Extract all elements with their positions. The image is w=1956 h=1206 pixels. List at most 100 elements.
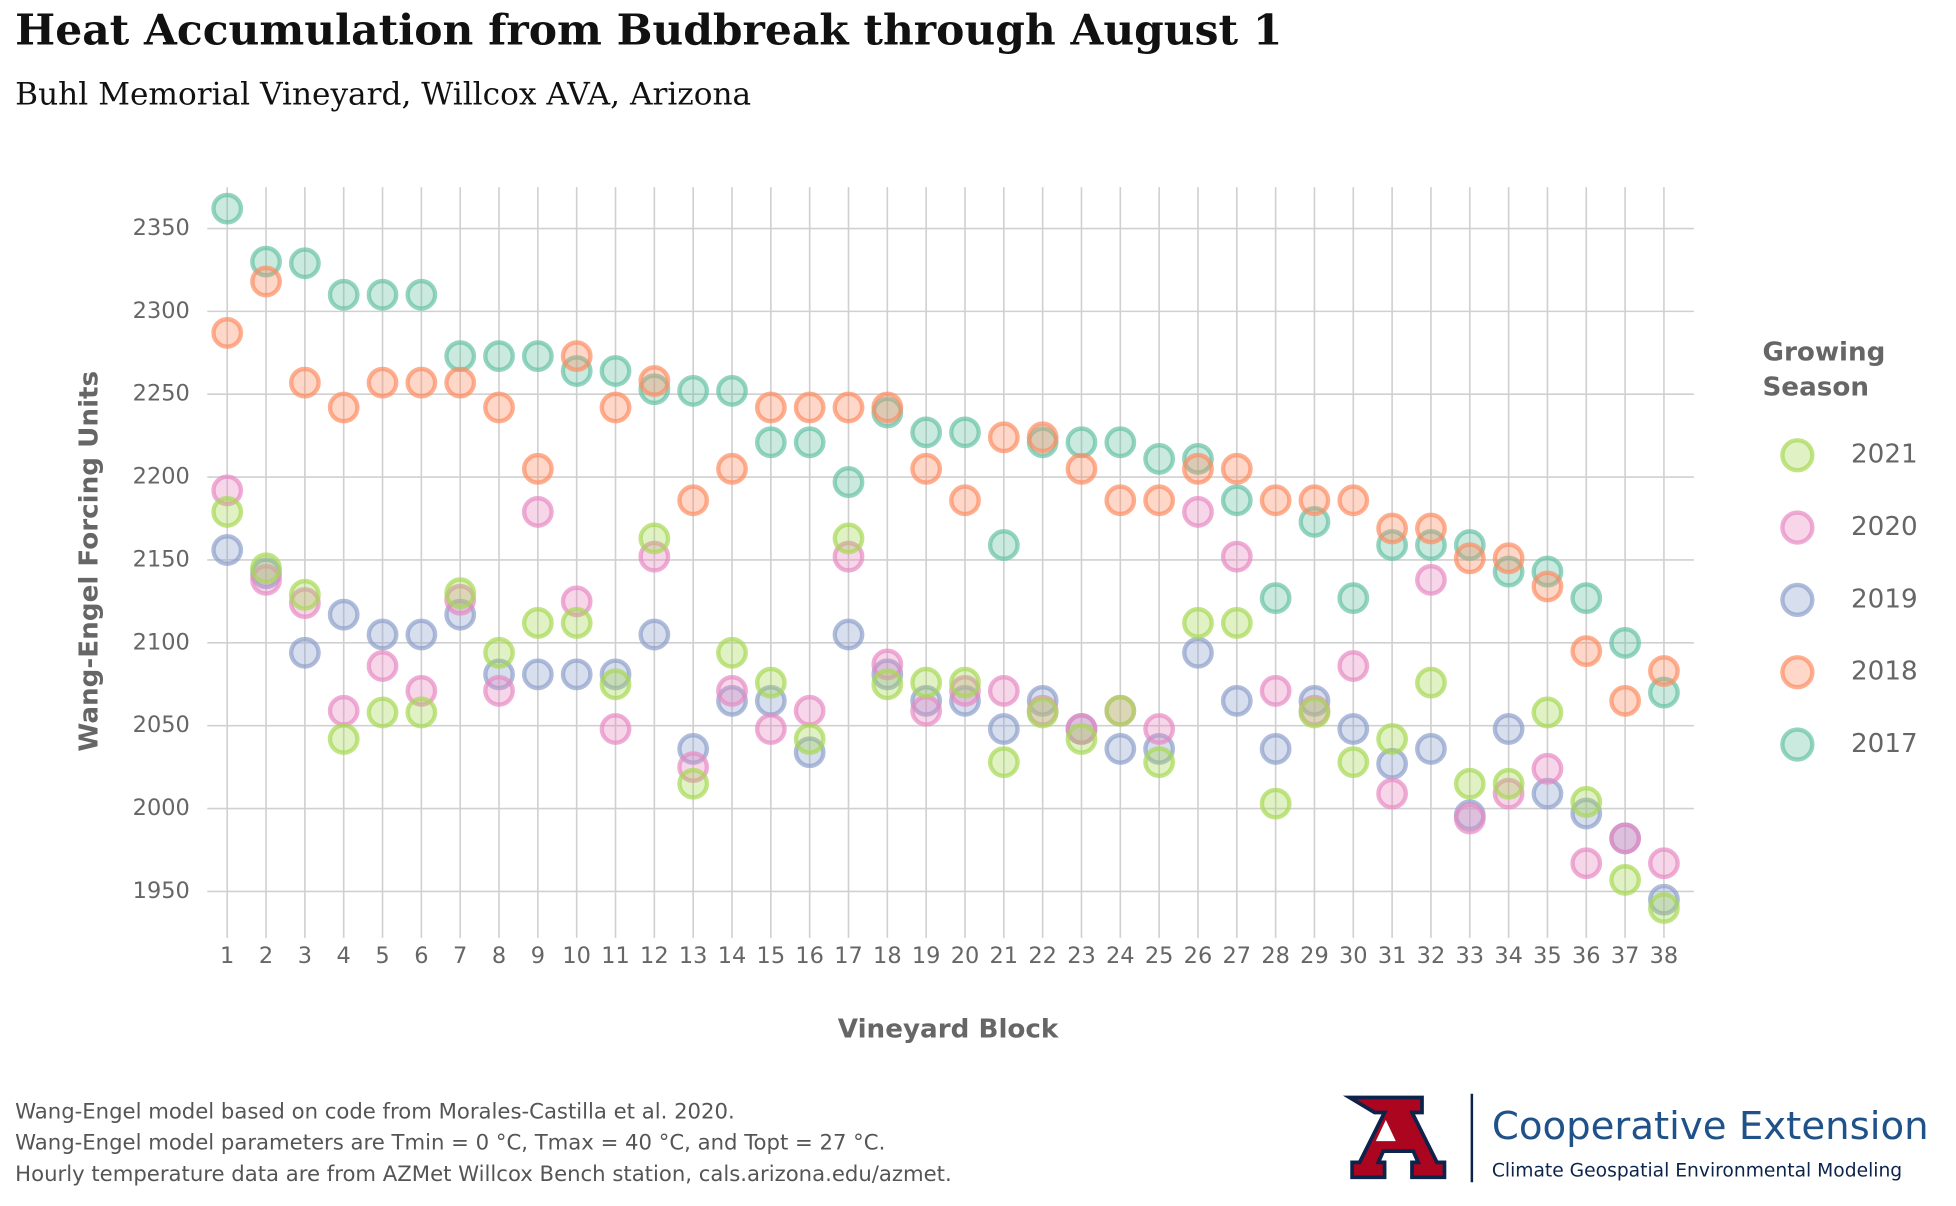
point bbox=[1609, 822, 1642, 855]
point bbox=[288, 247, 321, 280]
point bbox=[521, 340, 554, 373]
point bbox=[910, 452, 943, 485]
point bbox=[405, 366, 438, 399]
x-tick-label: 28 bbox=[1261, 943, 1290, 969]
point bbox=[327, 598, 360, 631]
point bbox=[366, 696, 399, 729]
legend-title: Season bbox=[1762, 372, 1869, 402]
point bbox=[560, 585, 593, 618]
point bbox=[793, 723, 826, 755]
legend-label: 2019 bbox=[1851, 584, 1918, 614]
x-tick-label: 6 bbox=[414, 943, 428, 969]
point bbox=[1220, 684, 1253, 717]
point bbox=[1415, 512, 1447, 545]
point bbox=[1143, 746, 1176, 779]
point bbox=[716, 684, 748, 717]
y-tick-label: 2350 bbox=[133, 215, 190, 241]
point bbox=[250, 552, 282, 585]
x-tick-label: 20 bbox=[951, 943, 980, 969]
point bbox=[405, 618, 438, 651]
y-tick-label: 1950 bbox=[133, 878, 190, 904]
point bbox=[1453, 802, 1486, 835]
point bbox=[1648, 883, 1680, 916]
point bbox=[1298, 696, 1331, 729]
footnote: Hourly temperature data are from AZMet W… bbox=[15, 1161, 952, 1186]
point bbox=[1648, 676, 1680, 709]
point bbox=[1609, 626, 1642, 659]
point bbox=[638, 522, 671, 555]
point bbox=[1648, 655, 1680, 687]
x-tick-label: 19 bbox=[912, 943, 941, 969]
point bbox=[1182, 636, 1214, 669]
x-tick-label: 7 bbox=[453, 943, 467, 969]
legend-swatch bbox=[1780, 582, 1815, 618]
point bbox=[949, 675, 981, 707]
point bbox=[793, 391, 826, 424]
x-tick-label: 27 bbox=[1223, 943, 1252, 969]
legend-swatch bbox=[1780, 655, 1815, 690]
point bbox=[1337, 582, 1370, 615]
x-tick-label: 35 bbox=[1533, 943, 1562, 969]
point bbox=[288, 366, 321, 399]
point bbox=[754, 666, 787, 699]
logo-mark bbox=[1375, 1119, 1396, 1142]
point bbox=[1531, 777, 1564, 810]
point bbox=[1182, 607, 1214, 639]
point bbox=[832, 618, 865, 651]
legend-label: 2020 bbox=[1851, 512, 1918, 542]
point bbox=[1492, 777, 1525, 810]
x-tick-label: 5 bbox=[375, 943, 389, 969]
logo: Cooperative Extension Climate Geospatial… bbox=[1342, 1093, 1929, 1183]
legend-label: 2018 bbox=[1851, 657, 1918, 687]
point bbox=[211, 192, 244, 225]
point bbox=[521, 452, 554, 485]
y-axis-label: Wang-Engel Forcing Units bbox=[75, 371, 105, 752]
x-tick-label: 10 bbox=[562, 943, 591, 969]
point bbox=[521, 496, 554, 528]
point bbox=[1376, 512, 1409, 545]
point bbox=[1453, 542, 1486, 575]
y-tick-label: 2300 bbox=[133, 298, 190, 324]
point bbox=[871, 658, 904, 691]
legend-label: 2021 bbox=[1851, 440, 1918, 470]
point bbox=[1220, 452, 1253, 485]
point bbox=[716, 375, 748, 407]
point bbox=[1648, 847, 1680, 880]
point bbox=[910, 666, 943, 699]
point bbox=[1376, 723, 1409, 755]
point bbox=[677, 767, 710, 800]
x-tick-label: 15 bbox=[757, 943, 786, 969]
point bbox=[211, 496, 244, 528]
point bbox=[599, 355, 632, 387]
x-tick-label: 34 bbox=[1494, 943, 1523, 969]
point bbox=[832, 391, 865, 424]
point bbox=[871, 668, 904, 701]
point bbox=[1026, 421, 1059, 454]
x-tick-label: 38 bbox=[1650, 943, 1679, 969]
point bbox=[1531, 570, 1564, 603]
point bbox=[327, 391, 360, 424]
point bbox=[521, 658, 554, 691]
point bbox=[1492, 767, 1525, 800]
legend-swatch bbox=[1780, 727, 1815, 762]
x-tick-label: 14 bbox=[718, 943, 747, 969]
point bbox=[987, 713, 1020, 745]
point bbox=[327, 278, 360, 311]
point bbox=[1220, 484, 1253, 517]
point bbox=[754, 426, 787, 459]
legend-title: Growing bbox=[1762, 337, 1885, 367]
point bbox=[599, 713, 632, 745]
point bbox=[211, 474, 244, 507]
x-tick-label: 30 bbox=[1339, 943, 1368, 969]
point bbox=[1065, 713, 1098, 745]
point bbox=[1065, 426, 1098, 459]
point bbox=[288, 578, 321, 611]
x-tick-label: 11 bbox=[601, 943, 630, 969]
point bbox=[1570, 582, 1603, 615]
point bbox=[250, 265, 282, 298]
point bbox=[405, 675, 438, 707]
point bbox=[1415, 733, 1447, 765]
point bbox=[599, 391, 632, 424]
x-tick-label: 17 bbox=[834, 943, 863, 969]
